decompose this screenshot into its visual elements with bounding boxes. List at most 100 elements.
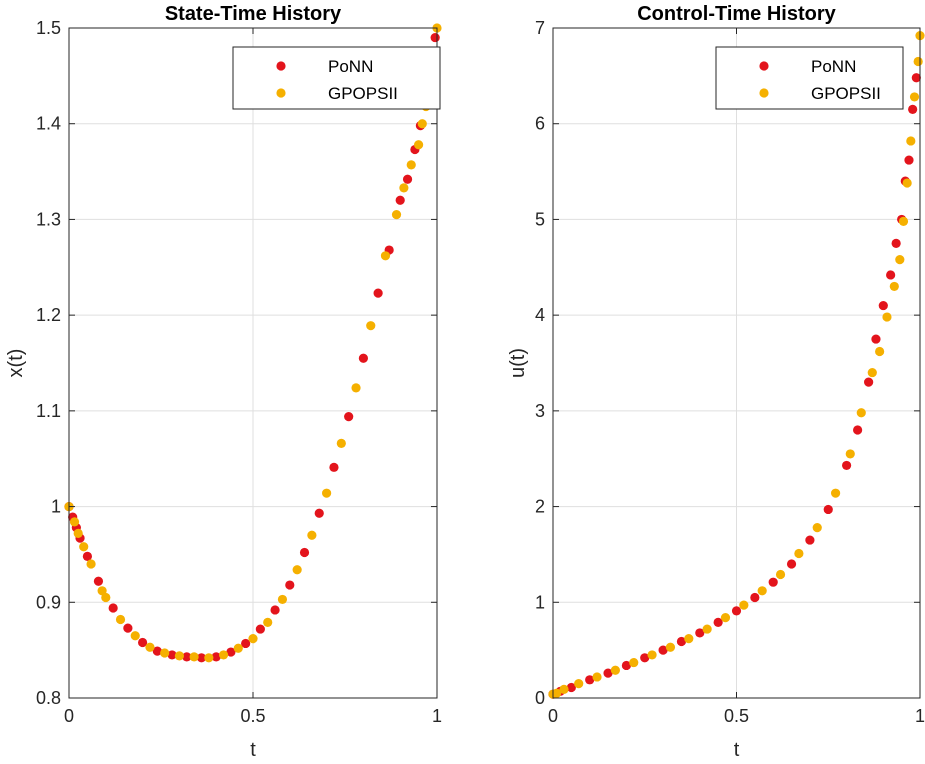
y-tick-label: 1 xyxy=(51,497,61,517)
data-point xyxy=(182,652,192,662)
data-point xyxy=(406,160,416,170)
x-axis-label: t xyxy=(734,739,740,761)
data-point xyxy=(248,634,258,644)
data-point xyxy=(292,565,302,575)
data-point xyxy=(904,155,914,165)
chart-panel-1: 0 0.5 1 0.8 0.9 1 1.1 1.2 1.3 1.4 1.5 State-Time Hi… xyxy=(5,3,442,761)
data-point xyxy=(889,281,899,292)
data-point xyxy=(552,688,562,698)
data-point xyxy=(307,530,317,540)
legend-label: PoNN xyxy=(328,57,373,76)
data-point xyxy=(255,624,265,634)
data-point xyxy=(277,594,288,605)
data-point xyxy=(366,321,376,331)
y-tick-label: 1.4 xyxy=(36,114,61,134)
chart-panel-2: 0 0.5 1 0 1 2 3 4 5 6 7 Control-Time History t u(t) Po… xyxy=(507,3,925,761)
x-axis-label: t xyxy=(250,739,256,761)
data-point xyxy=(152,646,162,656)
data-point xyxy=(559,684,569,694)
data-point xyxy=(373,288,383,298)
y-tick-label: 0.8 xyxy=(36,688,61,708)
data-point xyxy=(867,367,877,378)
legend-label: PoNN xyxy=(811,57,856,76)
data-point xyxy=(871,334,881,344)
y-tick-label: 7 xyxy=(535,18,545,38)
data-point xyxy=(665,642,676,652)
data-point xyxy=(842,460,852,471)
data-point xyxy=(768,577,778,587)
data-point xyxy=(891,238,901,248)
data-point xyxy=(417,119,427,129)
data-point xyxy=(856,408,866,418)
data-point xyxy=(739,600,749,610)
data-point xyxy=(909,92,920,102)
data-point xyxy=(658,645,668,655)
y-tick-label: 1.5 xyxy=(36,18,61,38)
data-point xyxy=(713,617,723,627)
data-point xyxy=(794,548,804,559)
data-point xyxy=(336,438,346,448)
data-point xyxy=(299,547,310,558)
data-point xyxy=(160,648,170,658)
y-tick-label: 1.3 xyxy=(36,209,61,229)
data-point xyxy=(97,586,107,596)
data-point xyxy=(830,488,841,498)
data-point xyxy=(886,270,896,280)
x-tick-label: 0 xyxy=(64,706,74,726)
series-ponn xyxy=(548,73,921,699)
legend-marker xyxy=(759,88,769,98)
y-tick-label: 1.2 xyxy=(36,305,61,325)
data-point xyxy=(566,682,576,693)
data-point xyxy=(640,653,650,663)
data-point xyxy=(430,32,440,43)
data-point xyxy=(574,679,584,689)
data-point xyxy=(898,216,909,226)
data-point xyxy=(895,255,905,265)
chart-title: State-Time History xyxy=(165,3,342,25)
data-point xyxy=(902,178,912,188)
data-point xyxy=(86,559,96,569)
legend-marker xyxy=(759,61,769,71)
data-point xyxy=(875,346,885,357)
legend: PoNN GPOPSII xyxy=(715,46,904,110)
data-point xyxy=(695,628,705,638)
data-point xyxy=(196,653,207,663)
data-point xyxy=(647,650,657,660)
legend-box xyxy=(232,46,441,110)
data-point xyxy=(79,542,89,552)
data-point xyxy=(629,657,639,668)
data-point xyxy=(241,638,251,649)
data-point xyxy=(344,412,354,422)
data-point xyxy=(399,183,409,193)
data-point xyxy=(585,675,595,685)
data-point xyxy=(908,104,918,114)
y-axis-label: u(t) xyxy=(507,348,529,378)
data-point xyxy=(123,623,133,633)
data-point xyxy=(93,576,104,586)
data-point xyxy=(913,56,923,67)
x-tick-label: 0 xyxy=(548,706,558,726)
data-point xyxy=(211,652,221,662)
y-tick-label: 0 xyxy=(535,688,545,708)
y-tick-label: 2 xyxy=(535,497,545,517)
data-point xyxy=(823,504,833,515)
x-tick-label: 1 xyxy=(915,706,925,726)
data-point xyxy=(812,523,822,533)
legend-label: GPOPSII xyxy=(811,84,881,103)
data-point xyxy=(285,580,295,590)
data-point xyxy=(603,668,613,678)
data-point xyxy=(145,642,155,652)
data-point xyxy=(786,559,797,569)
data-point xyxy=(414,140,424,150)
data-point xyxy=(805,535,815,545)
data-point xyxy=(853,425,863,435)
data-point xyxy=(138,637,148,648)
data-point xyxy=(101,592,111,603)
data-point xyxy=(845,449,855,459)
data-point xyxy=(702,624,712,634)
data-point xyxy=(731,606,742,616)
data-point xyxy=(592,672,602,682)
y-tick-label: 5 xyxy=(535,209,545,229)
data-point xyxy=(391,210,402,220)
y-tick-label: 6 xyxy=(535,114,545,134)
